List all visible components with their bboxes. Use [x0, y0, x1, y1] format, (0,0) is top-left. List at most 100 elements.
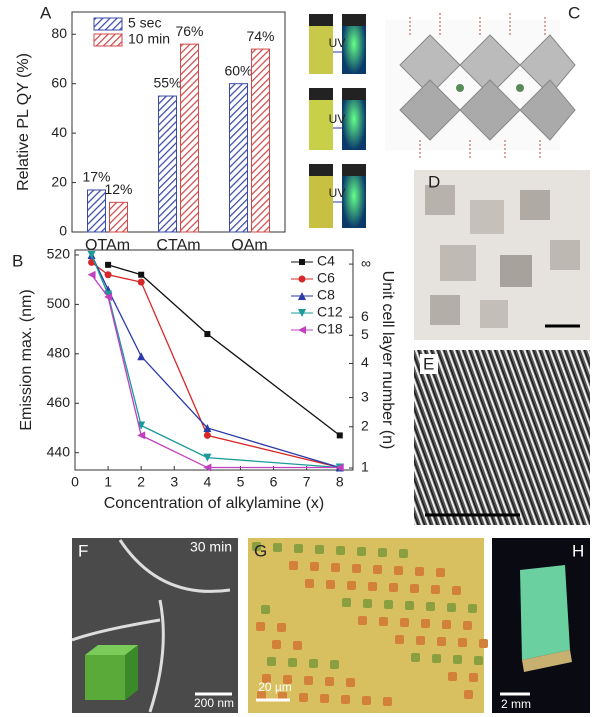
panel-label: B — [12, 251, 23, 270]
marker — [203, 453, 212, 462]
series-line — [91, 274, 340, 469]
y-tick-label: 520 — [47, 246, 71, 262]
y-tick-label: 60 — [51, 74, 67, 90]
legend-label: C4 — [317, 253, 335, 269]
panel-label: E — [423, 354, 434, 373]
x-tick-label: 3 — [170, 474, 178, 490]
y2-tick-label: 2 — [361, 417, 369, 433]
x-tick-label: CTAm — [156, 237, 200, 254]
plot-frame — [71, 11, 286, 233]
marker — [104, 290, 113, 299]
x-tick-label: 7 — [303, 474, 311, 490]
marker — [105, 261, 112, 268]
panel-label: F — [78, 541, 88, 560]
x-tick-label: 8 — [336, 474, 344, 490]
panel-label: C — [568, 3, 580, 22]
uv-label: UV — [329, 36, 346, 50]
marker — [298, 292, 306, 300]
marker — [137, 431, 146, 440]
value-label: 60% — [224, 62, 252, 78]
legend-label: C18 — [317, 321, 343, 337]
y-tick-label: 440 — [47, 443, 71, 459]
scale-label: 20 µm — [258, 680, 292, 694]
marker — [336, 432, 343, 439]
y-tick-label: 480 — [47, 345, 71, 361]
y2-tick-label: 1 — [361, 459, 369, 475]
marker — [203, 463, 212, 472]
marker — [87, 270, 96, 279]
y-tick-label: 460 — [47, 394, 71, 410]
x-tick-label: 0 — [71, 474, 79, 490]
marker — [299, 259, 305, 265]
x-tick-label: 1 — [104, 474, 112, 490]
scale-label: 2 mm — [501, 697, 531, 711]
optical-image — [248, 538, 488, 713]
uv-label: UV — [329, 112, 346, 126]
marker — [138, 271, 145, 278]
legend-label: 5 sec — [128, 15, 161, 31]
y2-axis-label: Unit cell layer number (n) — [379, 271, 396, 450]
marker — [104, 292, 113, 301]
bar — [109, 201, 128, 233]
photo — [492, 538, 590, 713]
marker — [203, 423, 212, 432]
bar — [229, 83, 248, 233]
value-label: 12% — [104, 181, 132, 197]
legend-label: C6 — [317, 270, 335, 286]
marker — [203, 431, 211, 439]
tem-image — [414, 170, 590, 340]
plot-frame — [74, 249, 354, 471]
marker — [104, 271, 112, 279]
panel-label: D — [428, 172, 440, 191]
x-axis-label: Concentration of alkylamine (x) — [104, 495, 325, 512]
tem-image — [71, 538, 238, 713]
value-label: 74% — [246, 28, 274, 44]
value-label: 55% — [153, 75, 181, 91]
crystal-structure — [385, 13, 576, 160]
legend-label: C12 — [317, 304, 343, 320]
x-tick-label: OAm — [231, 237, 267, 254]
y-axis-label: Emission max. (nm) — [18, 289, 35, 430]
time-label: 30 min — [190, 539, 232, 555]
bar — [180, 43, 199, 233]
series-line — [107, 264, 341, 436]
y2-tick-label: 3 — [361, 388, 369, 404]
y2-tick-label: ∞ — [361, 255, 371, 271]
panel-label: A — [40, 3, 52, 22]
y-tick-label: 80 — [51, 25, 67, 41]
y-tick-label: 0 — [59, 223, 67, 239]
tem-image — [414, 350, 590, 525]
x-tick-label: 4 — [203, 474, 211, 490]
bar — [87, 189, 106, 233]
value-label: 17% — [82, 169, 110, 185]
y2-tick-label: 4 — [361, 354, 369, 370]
marker — [204, 331, 211, 338]
marker — [137, 421, 146, 430]
legend-swatch — [93, 17, 123, 31]
y-tick-label: 500 — [47, 295, 71, 311]
x-tick-label: 6 — [270, 474, 278, 490]
legend-label: 10 min — [128, 31, 170, 47]
y-tick-label: 40 — [51, 124, 67, 140]
marker — [137, 352, 146, 361]
y2-tick-label: 5 — [361, 326, 369, 342]
marker — [298, 326, 306, 334]
marker — [87, 250, 96, 259]
scale-label: 200 nm — [194, 696, 234, 710]
series-line — [90, 254, 340, 469]
legend-swatch — [93, 33, 123, 47]
y-tick-label: 20 — [51, 173, 67, 189]
vial-photos — [309, 14, 366, 228]
y-axis-label: Relative PL QY (%) — [15, 53, 32, 191]
panel-label: G — [254, 541, 267, 560]
x-tick-label: 5 — [237, 474, 245, 490]
series-line — [90, 254, 340, 469]
panel-label: H — [572, 541, 584, 560]
value-label: 76% — [175, 23, 203, 39]
bar — [158, 95, 177, 233]
y2-tick-label: 6 — [361, 308, 369, 324]
marker — [335, 463, 344, 472]
marker — [298, 309, 306, 317]
bar — [251, 48, 270, 233]
